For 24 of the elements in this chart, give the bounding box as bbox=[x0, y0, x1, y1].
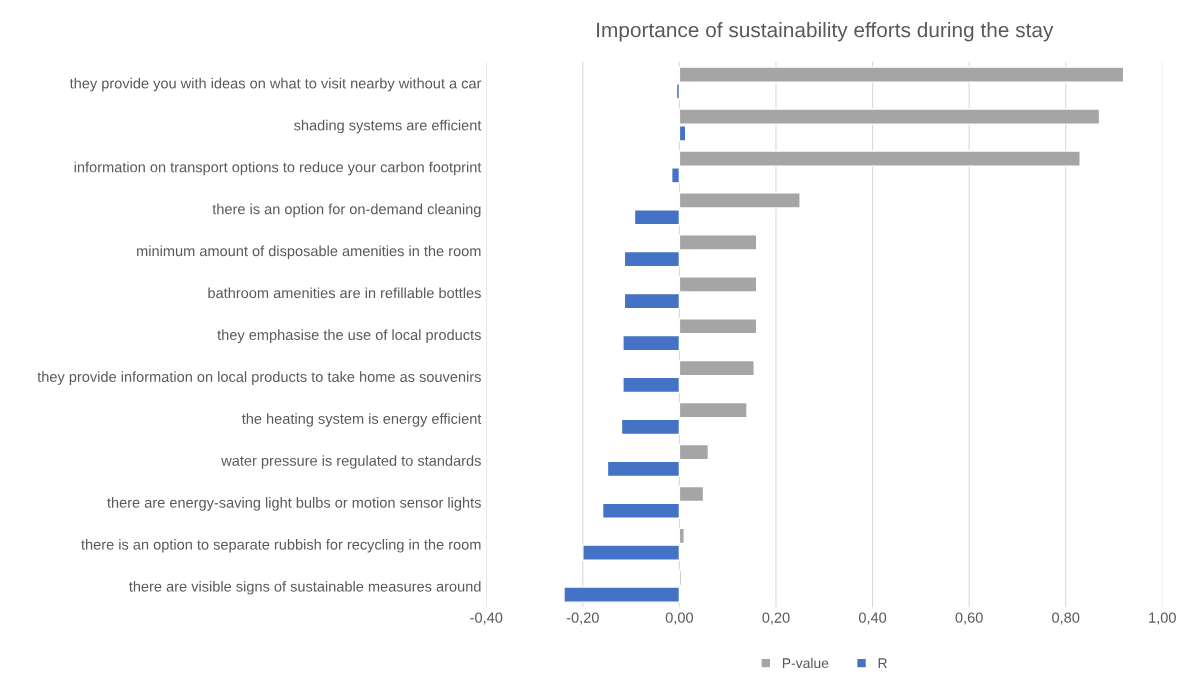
y-tick-label: there are visible signs of sustainable measures around bbox=[129, 580, 481, 595]
x-tick-label: -0,20 bbox=[566, 612, 599, 625]
y-tick-label: they provide information on local products to take home as souvenirs bbox=[37, 371, 481, 385]
legend-label: P-value bbox=[782, 657, 829, 669]
x-tick-label: 0,60 bbox=[955, 612, 983, 625]
y-tick-label: water pressure is regulated to standards bbox=[221, 455, 481, 469]
y-tick-label: there is an option to separate rubbish for recycling in the room bbox=[81, 539, 481, 553]
y-tick-label: there are energy-saving light bulbs or motion sensor lights bbox=[107, 497, 481, 511]
y-tick-label: there is an option for on-demand cleaning bbox=[212, 203, 481, 218]
x-tick-label: 0,20 bbox=[762, 612, 790, 625]
x-tick-label: 0,00 bbox=[665, 612, 694, 625]
y-tick-label: minimum amount of disposable amenities in the room bbox=[137, 245, 481, 260]
y-tick-label: information on transport options to reduce your carbon footprint bbox=[74, 161, 482, 176]
y-tick-label: they emphasise the use of local products bbox=[217, 329, 481, 343]
x-tick-label: 1,00 bbox=[1149, 612, 1176, 625]
x-tick-label: 0,80 bbox=[1052, 612, 1080, 625]
x-tick-label: -0,40 bbox=[470, 612, 503, 625]
x-tick-label: 0,40 bbox=[858, 612, 887, 625]
chart-title: Importance of sustainability efforts during the stay bbox=[597, 22, 1054, 42]
legend-label: R bbox=[878, 658, 887, 668]
y-tick-label: shading systems are efficient bbox=[294, 119, 482, 134]
y-tick-label: the heating system is energy efficient bbox=[241, 413, 482, 427]
y-tick-label: bathroom amenities are in refillable bottles bbox=[208, 287, 481, 299]
y-tick-label: they provide you with ideas on what to visit nearby without a car bbox=[69, 77, 482, 92]
